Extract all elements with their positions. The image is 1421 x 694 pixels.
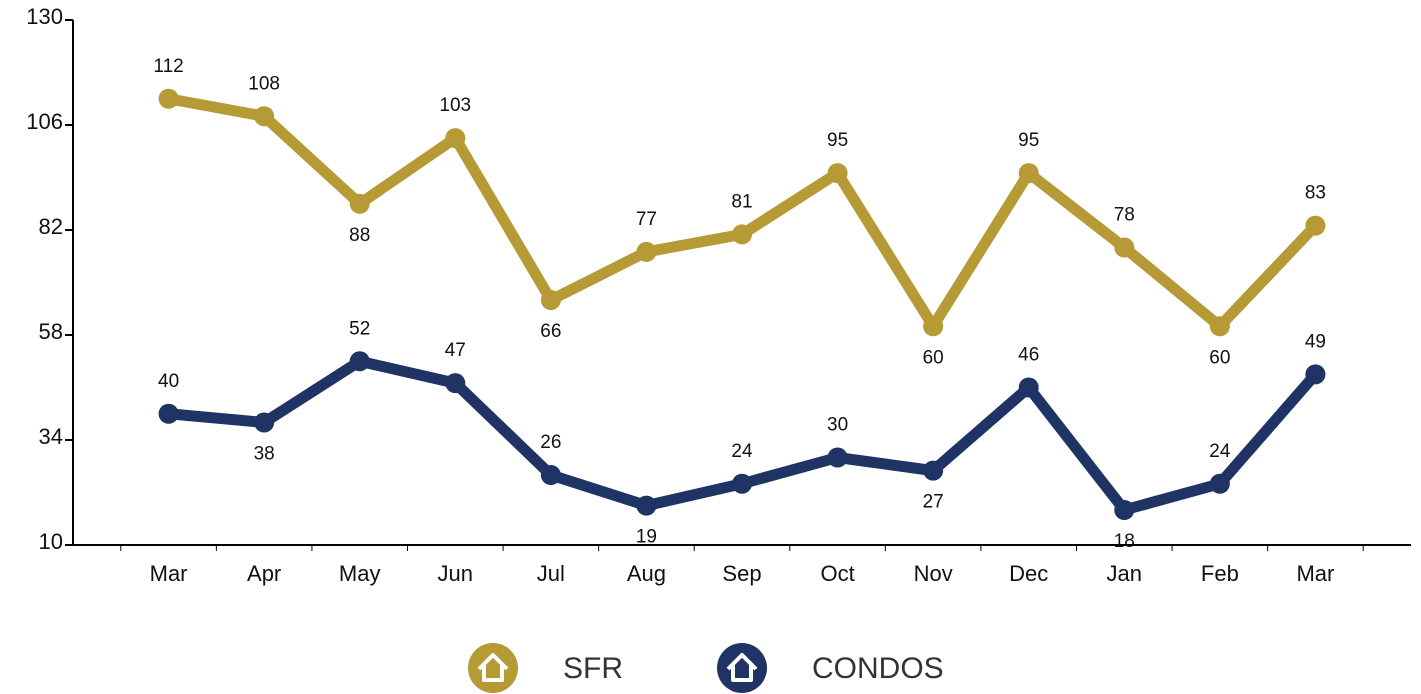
- point: [254, 106, 275, 127]
- value-label: 78: [1114, 205, 1135, 226]
- value-label: 24: [1209, 441, 1231, 462]
- x-tick-label: Jan: [1107, 561, 1142, 586]
- value-label: 46: [1018, 345, 1039, 366]
- x-tick-label: May: [339, 561, 381, 586]
- x-tick-label: Mar: [150, 561, 188, 586]
- point: [827, 163, 848, 184]
- value-label: 30: [827, 415, 848, 436]
- x-tick-label: Sep: [722, 561, 761, 586]
- point: [540, 465, 561, 485]
- point: [445, 128, 466, 149]
- point: [732, 473, 752, 494]
- value-label: 40: [158, 371, 179, 392]
- x-tick-label: Oct: [820, 561, 854, 586]
- y-tick-label: 106: [26, 109, 63, 134]
- point: [349, 193, 370, 214]
- legend-house: [726, 653, 758, 682]
- point: [158, 403, 179, 424]
- y-tick-label: 130: [26, 4, 63, 29]
- x-tick-label: Feb: [1201, 561, 1239, 586]
- x-tick-label: Jun: [438, 561, 473, 586]
- point: [1305, 364, 1326, 385]
- legend-label: CONDOS: [812, 652, 944, 685]
- x-tick-label: Dec: [1009, 561, 1048, 586]
- value-label: 83: [1305, 183, 1326, 204]
- y-tick-label: 34: [39, 424, 63, 449]
- value-label: 108: [248, 73, 280, 94]
- point: [540, 290, 561, 310]
- legend-house: [477, 653, 509, 682]
- value-label: 24: [731, 441, 753, 462]
- value-label: 26: [540, 432, 561, 453]
- point: [1209, 473, 1230, 494]
- point: [158, 88, 179, 109]
- value-label: 19: [636, 527, 657, 548]
- point: [1209, 316, 1230, 337]
- value-label: 88: [349, 225, 370, 246]
- point: [349, 351, 370, 372]
- point: [636, 241, 657, 262]
- value-label: 77: [636, 209, 657, 230]
- y-tick-label: 58: [39, 319, 63, 344]
- value-label: 18: [1114, 531, 1135, 552]
- y-tick-label: 82: [39, 214, 63, 239]
- legend-icon: [717, 643, 767, 693]
- x-tick-label: Apr: [247, 561, 281, 586]
- legend-item: SFR: [468, 643, 623, 693]
- x-tick-label: Nov: [914, 561, 953, 586]
- point: [923, 460, 944, 481]
- point: [1018, 377, 1039, 398]
- value-label: 81: [731, 191, 752, 212]
- value-label: 38: [254, 444, 275, 465]
- value-label: 49: [1305, 331, 1326, 352]
- point: [1114, 237, 1135, 258]
- x-tick-label: Aug: [627, 561, 666, 586]
- point: [923, 316, 944, 337]
- legend-label: SFR: [563, 652, 623, 685]
- point: [445, 373, 466, 394]
- point: [827, 447, 848, 468]
- x-tick-label: Mar: [1296, 561, 1334, 586]
- y-tick-label: 10: [39, 529, 63, 554]
- value-label: 60: [1209, 347, 1230, 368]
- value-label: 103: [439, 95, 471, 116]
- series-line: [167, 93, 1320, 332]
- point: [1305, 215, 1326, 236]
- value-label: 66: [540, 321, 561, 342]
- value-label: 52: [349, 318, 370, 339]
- value-label: 95: [827, 130, 848, 151]
- value-label: 27: [923, 492, 944, 513]
- legend-icon: [468, 643, 518, 693]
- value-label: 112: [153, 56, 183, 77]
- legend-item: CONDOS: [717, 643, 944, 693]
- value-label: 47: [445, 340, 466, 361]
- point: [254, 412, 275, 433]
- point: [1018, 163, 1039, 184]
- x-tick-label: Jul: [537, 561, 565, 586]
- point: [732, 224, 752, 245]
- point: [1114, 500, 1135, 520]
- value-label: 60: [923, 347, 944, 368]
- value-label: 95: [1018, 130, 1039, 151]
- point: [636, 495, 657, 516]
